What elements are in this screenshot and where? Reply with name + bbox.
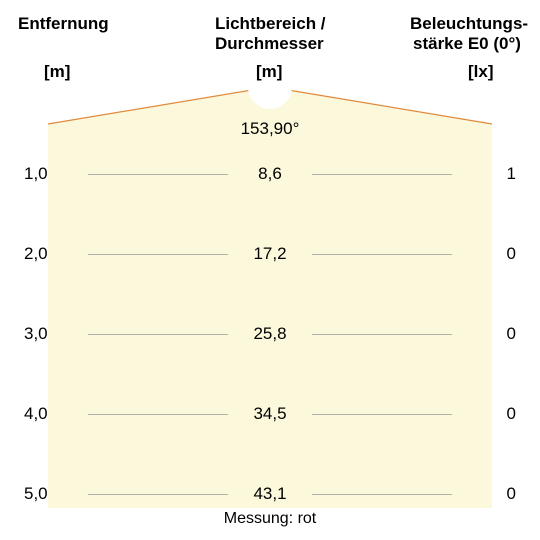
measurement-footer: Messung: rot bbox=[0, 510, 540, 528]
cell-diameter: 25,8 bbox=[0, 324, 540, 344]
cell-diameter: 17,2 bbox=[0, 244, 540, 264]
data-row: 4,034,50 bbox=[0, 404, 540, 424]
header-range-1: Lichtbereich / bbox=[215, 14, 326, 34]
unit-distance: [m] bbox=[44, 62, 70, 82]
cell-lux: 0 bbox=[476, 324, 516, 344]
data-row: 2,017,20 bbox=[0, 244, 540, 264]
header-illum-2: stärke E0 (0°) bbox=[413, 34, 521, 54]
cell-lux: 0 bbox=[476, 404, 516, 424]
cell-lux: 0 bbox=[476, 484, 516, 504]
cone-fill bbox=[48, 87, 492, 508]
header-illum-1: Beleuchtungs- bbox=[410, 14, 528, 34]
cell-lux: 0 bbox=[476, 244, 516, 264]
cell-lux: 1 bbox=[476, 164, 516, 184]
data-row: 1,08,61 bbox=[0, 164, 540, 184]
cell-diameter: 34,5 bbox=[0, 404, 540, 424]
unit-range: [m] bbox=[256, 62, 282, 82]
beam-angle-label: 153,90° bbox=[0, 119, 540, 139]
data-row: 5,043,10 bbox=[0, 484, 540, 504]
cell-diameter: 8,6 bbox=[0, 164, 540, 184]
light-cone-chart: Entfernung Lichtbereich / Beleuchtungs- … bbox=[0, 0, 540, 540]
header-distance-1: Entfernung bbox=[18, 14, 109, 34]
unit-illum: [lx] bbox=[468, 62, 494, 82]
cell-diameter: 43,1 bbox=[0, 484, 540, 504]
data-row: 3,025,80 bbox=[0, 324, 540, 344]
header-range-2: Durchmesser bbox=[215, 34, 324, 54]
